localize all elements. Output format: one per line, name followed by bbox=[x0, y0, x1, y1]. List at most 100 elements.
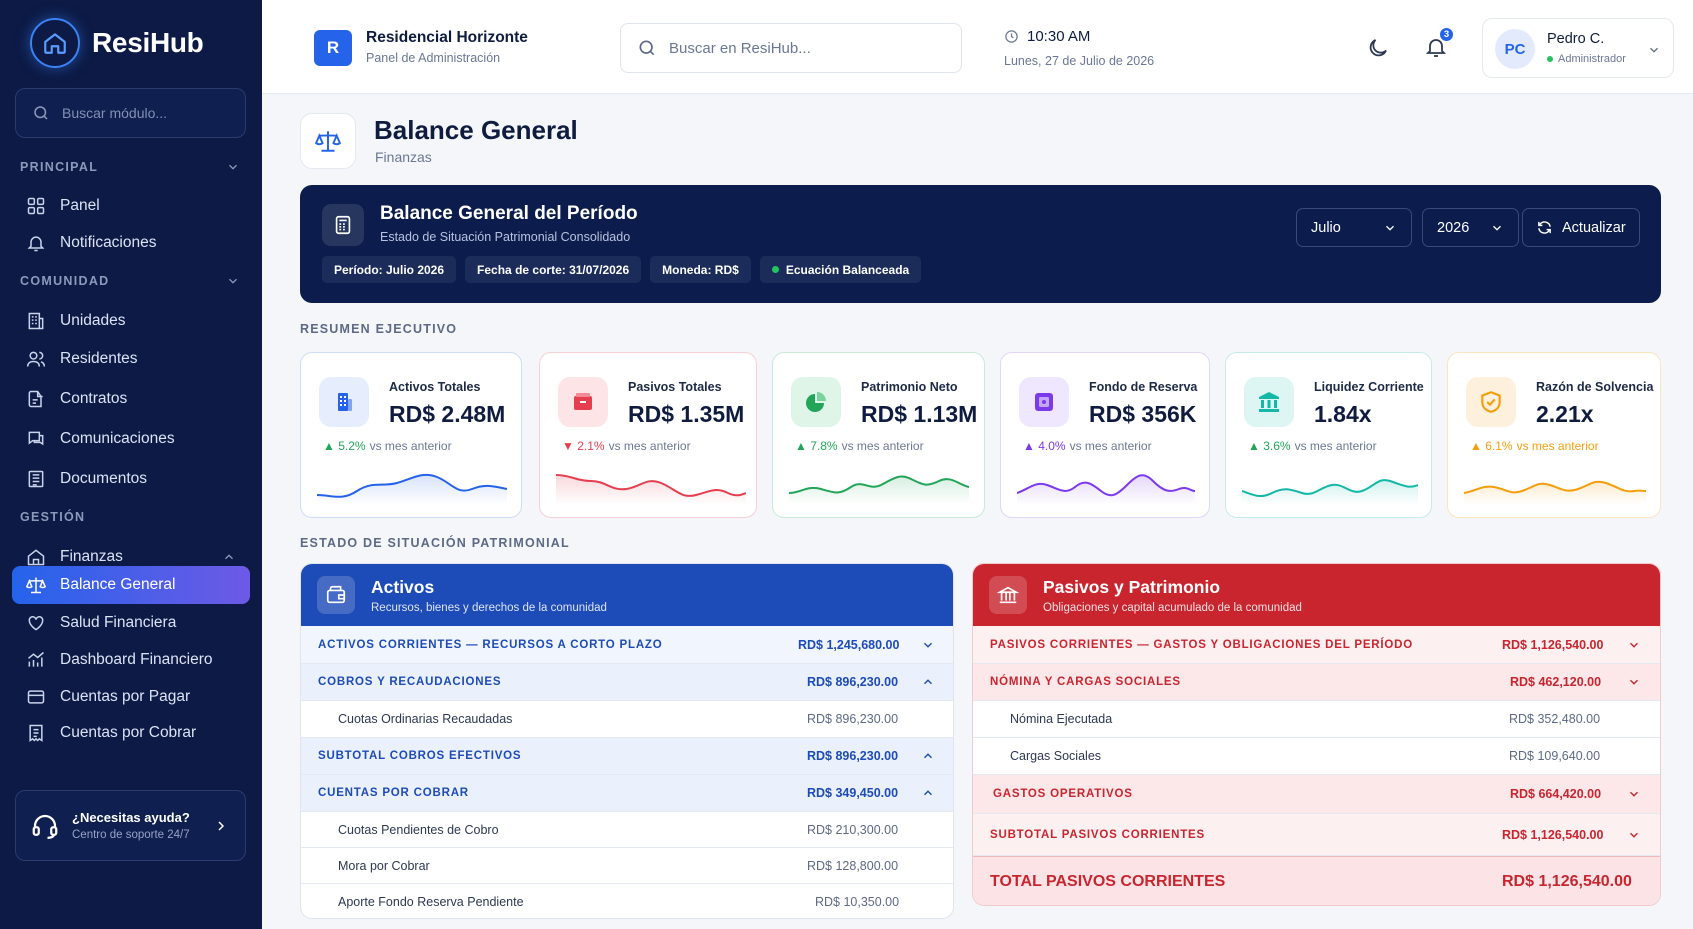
sidebar-item-cuentas-pagar[interactable]: Cuentas por Pagar bbox=[12, 678, 250, 716]
module-search-input[interactable]: Buscar módulo... bbox=[15, 88, 246, 138]
sparkline bbox=[1017, 474, 1195, 505]
brand-name: ResiHub bbox=[92, 27, 204, 58]
brand[interactable]: ResiHub bbox=[30, 18, 204, 68]
kpi-card-liquidez[interactable]: Liquidez Corriente 1.84x ▲ 3.6% vs mes an… bbox=[1225, 352, 1432, 518]
sparkline bbox=[1464, 480, 1646, 505]
building-icon bbox=[28, 312, 44, 330]
heart-money-icon bbox=[28, 615, 44, 631]
bank-icon bbox=[989, 576, 1027, 614]
table-row: Aporte Fondo Reserva Pendiente RD$ 10,35… bbox=[301, 884, 953, 918]
kpi-label: Activos Totales bbox=[389, 380, 481, 394]
kpi-change: ▲ 7.8% vs mes anterior bbox=[795, 439, 924, 453]
page-title: Balance General bbox=[374, 115, 578, 145]
chevron-down-icon bbox=[1493, 225, 1501, 231]
chip-moneda: Moneda: RD$ bbox=[650, 256, 751, 283]
row-value: RD$ 128,800.00 bbox=[807, 858, 899, 873]
table-row[interactable]: PASIVOS CORRIENTES — GASTOS Y OBLIGACION… bbox=[973, 626, 1660, 664]
kpi-card-patrimonio[interactable]: Patrimonio Neto RD$ 1.13M ▲ 7.8% vs mes a… bbox=[772, 352, 985, 518]
building-icon bbox=[319, 377, 369, 427]
sidebar-item-unidades[interactable]: Unidades bbox=[12, 302, 250, 340]
sidebar-item-notificaciones[interactable]: Notificaciones bbox=[12, 224, 250, 262]
user-role-label: Administrador bbox=[1558, 53, 1626, 65]
sidebar-item-balance-general[interactable]: Balance General bbox=[12, 566, 250, 604]
section-comunidad[interactable]: COMUNIDAD bbox=[20, 274, 240, 288]
kpi-value: 1.84x bbox=[1314, 401, 1372, 427]
refresh-button[interactable]: Actualizar bbox=[1522, 208, 1640, 247]
chevron-up-icon bbox=[924, 790, 932, 796]
banner-subtitle: Estado de Situación Patrimonial Consolid… bbox=[380, 230, 631, 244]
kpi-card-solvencia[interactable]: Razón de Solvencia 2.21x ▲ 6.1% vs mes an… bbox=[1447, 352, 1661, 518]
residence-subtitle: Panel de Administración bbox=[366, 51, 501, 65]
table-row: Nómina Ejecutada RD$ 352,480.00 bbox=[973, 701, 1660, 738]
row-value: RD$ 462,120.00 bbox=[1510, 675, 1602, 689]
sidebar-item-finanzas[interactable]: Finanzas bbox=[12, 538, 250, 576]
chat-icon bbox=[28, 431, 44, 446]
statement-label: ESTADO DE SITUACIÓN PATRIMONIAL bbox=[300, 536, 570, 550]
table-row[interactable]: SUBTOTAL COBROS EFECTIVOS RD$ 896,230.00 bbox=[301, 738, 953, 775]
row-label: Cuotas Pendientes de Cobro bbox=[338, 822, 499, 837]
sidebar-item-panel[interactable]: Panel bbox=[12, 187, 250, 225]
card-icon bbox=[27, 690, 45, 704]
bank-home-icon bbox=[27, 549, 45, 566]
table-row[interactable]: ACTIVOS CORRIENTES — RECURSOS A CORTO PL… bbox=[301, 626, 953, 664]
kpi-card-pasivos[interactable]: Pasivos Totales RD$ 1.35M ▼ 2.1% vs mes a… bbox=[539, 352, 757, 518]
row-label: ACTIVOS CORRIENTES — RECURSOS A CORTO PL… bbox=[318, 638, 663, 651]
chip-ecuacion: Ecuación Balanceada bbox=[759, 256, 922, 283]
home-logo-icon bbox=[30, 18, 80, 68]
current-date: Lunes, 27 de Julio de 2026 bbox=[1004, 54, 1155, 68]
sidebar-item-contratos[interactable]: Contratos bbox=[12, 380, 250, 418]
kpi-change-value: ▲ 6.1% bbox=[1470, 439, 1513, 453]
table-row[interactable]: NÓMINA Y CARGAS SOCIALES RD$ 462,120.00 bbox=[973, 664, 1660, 701]
chevron-down-icon bbox=[1386, 225, 1394, 231]
sidebar-item-residentes[interactable]: Residentes bbox=[12, 340, 250, 378]
table-row[interactable]: GASTOS OPERATIVOS RD$ 664,420.00 bbox=[973, 775, 1660, 814]
shield-check-icon bbox=[1466, 377, 1516, 427]
row-label: SUBTOTAL PASIVOS CORRIENTES bbox=[990, 828, 1205, 841]
sidebar-item-salud-financiera[interactable]: Salud Financiera bbox=[12, 604, 250, 642]
sidebar-item-cuentas-cobrar[interactable]: Cuentas por Cobrar bbox=[12, 714, 250, 752]
sidebar-item-label: Unidades bbox=[60, 312, 126, 329]
chip-ecuacion-label: Ecuación Balanceada bbox=[785, 262, 910, 277]
kpi-change: ▲ 5.2% vs mes anterior bbox=[323, 439, 452, 453]
table-row[interactable]: COBROS Y RECAUDACIONES RD$ 896,230.00 bbox=[301, 664, 953, 701]
kpi-card-activos[interactable]: Activos Totales RD$ 2.48M ▲ 5.2% vs mes a… bbox=[300, 352, 522, 518]
sidebar-item-comunicaciones[interactable]: Comunicaciones bbox=[12, 420, 250, 458]
table-row[interactable]: SUBTOTAL PASIVOS CORRIENTES RD$ 1,126,54… bbox=[973, 814, 1660, 856]
kpi-value: RD$ 1.35M bbox=[628, 401, 745, 427]
assets-subtitle: Recursos, bienes y derechos de la comuni… bbox=[371, 602, 607, 614]
moon-icon[interactable] bbox=[1366, 36, 1390, 60]
receipt-icon bbox=[29, 724, 43, 742]
sidebar-item-documentos[interactable]: Documentos bbox=[12, 460, 250, 498]
table-row[interactable]: CUENTAS POR COBRAR RD$ 349,450.00 bbox=[301, 775, 953, 812]
chevron-down-icon bbox=[1630, 679, 1638, 685]
residence-logo[interactable]: R bbox=[314, 30, 352, 66]
help-card[interactable]: ¿Necesitas ayuda? Centro de soporte 24/7 bbox=[15, 790, 246, 861]
kpi-label: Pasivos Totales bbox=[628, 380, 722, 394]
table-row: Cuotas Ordinarias Recaudadas RD$ 896,230… bbox=[301, 701, 953, 738]
row-label: Cargas Sociales bbox=[1010, 749, 1102, 763]
safe-icon bbox=[1019, 377, 1069, 427]
help-title: ¿Necesitas ayuda? bbox=[72, 810, 190, 825]
global-search-input[interactable]: Buscar en ResiHub... bbox=[620, 23, 962, 73]
total-value: RD$ 1,126,540.00 bbox=[1502, 872, 1632, 890]
year-select[interactable]: 2026 bbox=[1422, 208, 1519, 247]
row-label: NÓMINA Y CARGAS SOCIALES bbox=[990, 676, 1181, 688]
sidebar-item-dashboard-financiero[interactable]: Dashboard Financiero bbox=[12, 641, 250, 679]
assets-title: Activos bbox=[371, 577, 435, 597]
notifications-bell-icon[interactable] bbox=[1424, 34, 1448, 60]
kpi-change-rest: vs mes anterior bbox=[608, 439, 691, 453]
trend-chart-icon bbox=[28, 651, 44, 667]
kpi-card-fondo-reserva[interactable]: Fondo de Reserva RD$ 356K ▲ 4.0% vs mes a… bbox=[1000, 352, 1210, 518]
search-icon bbox=[639, 40, 655, 56]
kpi-change-value: ▲ 3.6% bbox=[1248, 439, 1291, 453]
chevron-up-icon bbox=[924, 679, 932, 685]
user-menu[interactable]: PC Pedro C. Administrador bbox=[1482, 18, 1674, 78]
kpi-change: ▲ 6.1% vs mes anterior bbox=[1470, 439, 1599, 453]
section-principal[interactable]: PRINCIPAL bbox=[20, 160, 240, 174]
chevron-up-icon bbox=[225, 554, 233, 560]
row-label: Aporte Fondo Reserva Pendiente bbox=[338, 895, 524, 909]
global-search-placeholder: Buscar en ResiHub... bbox=[669, 39, 811, 57]
month-select[interactable]: Julio bbox=[1296, 208, 1412, 247]
kpi-change-value: ▼ 2.1% bbox=[562, 439, 605, 453]
refresh-label: Actualizar bbox=[1562, 219, 1626, 236]
